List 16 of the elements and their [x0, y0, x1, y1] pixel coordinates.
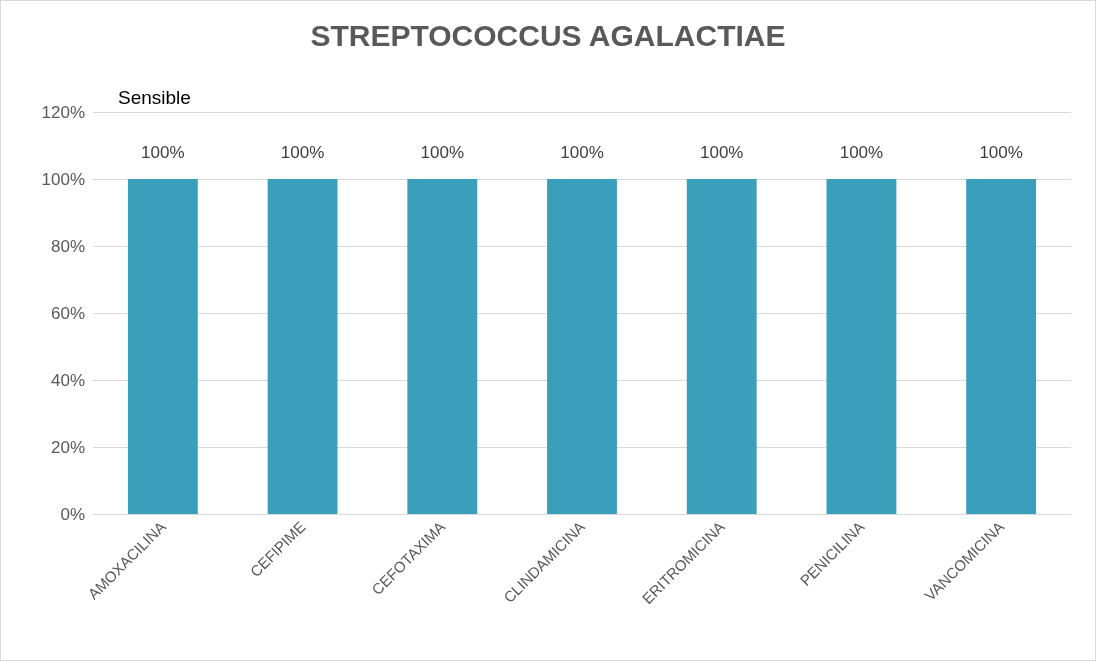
data-label: 100%	[560, 143, 604, 162]
y-tick-label: 20%	[50, 437, 85, 457]
data-label: 100%	[280, 143, 325, 162]
chart-title: STREPTOCOCCUS AGALACTIAE	[310, 18, 786, 52]
data-label: 100%	[979, 143, 1023, 162]
y-tick-label: 0%	[60, 504, 85, 524]
y-tick-label: 60%	[50, 303, 85, 323]
data-label: 100%	[141, 143, 185, 162]
y-tick-label: 40%	[50, 370, 85, 390]
y-tick-label: 100%	[41, 169, 85, 189]
data-label: 100%	[420, 143, 465, 162]
y-tick-label: 120%	[41, 102, 85, 122]
text: Sensible	[118, 87, 191, 108]
data-label: 100%	[699, 143, 744, 162]
y-tick-label: 80%	[50, 236, 85, 256]
data-label: 100%	[839, 143, 884, 162]
